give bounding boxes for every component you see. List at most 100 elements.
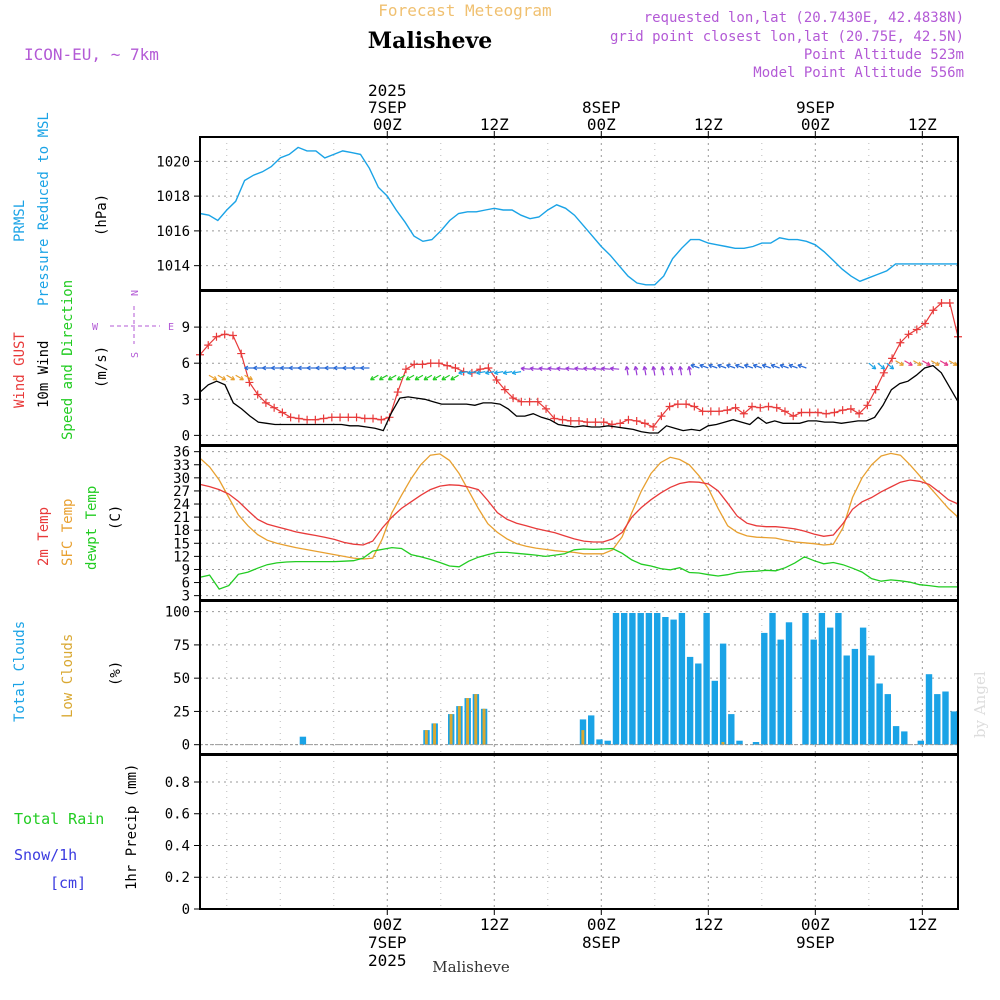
total-cloud-bar (892, 726, 900, 745)
wind-direction-arrow (397, 374, 406, 381)
wind-gust-point (888, 354, 897, 363)
wind-gust-point (261, 398, 270, 407)
wind-gust-point (451, 364, 460, 372)
wind-gust-point (706, 407, 715, 416)
wind-gust-point (443, 361, 452, 370)
wind-direction-arrow (690, 364, 700, 369)
y-tick-label: 25 (173, 704, 190, 720)
wind-gust-point (509, 394, 518, 403)
low-cloud-bar (466, 698, 469, 745)
total-cloud-bar (843, 655, 850, 745)
compass-south: S (130, 352, 141, 358)
wind-direction-arrow-head (396, 376, 402, 381)
total-cloud-bar (950, 711, 957, 745)
low-cloud-bar (433, 723, 436, 745)
compass-north: N (130, 290, 141, 296)
wind-direction-arrow (244, 374, 253, 381)
pressure-labels: PRMSL Pressure Reduced to MSL (hPa) (12, 112, 110, 306)
wind-direction-arrow-head (908, 361, 913, 366)
watermark: by Angel (971, 671, 989, 738)
total-cloud-bar (859, 627, 867, 745)
wind-direction-arrow (708, 364, 718, 369)
wind-direction-arrow-head (529, 366, 534, 372)
total-cloud-bar (827, 627, 834, 745)
wind-direction-arrow-head (270, 365, 276, 371)
wind-direction-arrow (450, 374, 459, 381)
wind-gust-point (682, 400, 691, 409)
total-cloud-bar (621, 613, 628, 745)
temp-2m-label: 2m Temp (36, 507, 52, 566)
bottom-time-label: 2025 (368, 951, 407, 970)
y-tick-label: 27 (173, 484, 190, 500)
total-cloud-bar (654, 613, 661, 745)
y-tick-label: 0.4 (165, 838, 190, 854)
low-cloud-bar (482, 708, 486, 745)
wind-direction-arrow-head (779, 363, 785, 369)
temp-sfc-line (199, 452, 959, 560)
wind-gust-point (945, 299, 954, 308)
total-cloud-bar (612, 613, 620, 745)
wind-direction-arrow-head (660, 365, 666, 371)
bottom-time-label: 9SEP (796, 933, 835, 952)
wind-direction-arrow-head (651, 365, 657, 371)
wind-10m-label: 10m Wind (36, 341, 52, 408)
wind-gust-point (517, 397, 526, 406)
wind-speed-line (199, 364, 959, 434)
wind-direction-arrow (770, 364, 780, 369)
wind-direction-arrow (652, 366, 656, 376)
wind-gust-point (583, 418, 592, 427)
wind-direction-arrow-head (788, 363, 794, 369)
wind-direction-arrow-head (520, 366, 525, 372)
cloud-labels: Total Clouds Low Clouds (%) (12, 621, 124, 722)
wind-gust-point (599, 418, 608, 427)
wind-gust-point (657, 412, 666, 421)
wind-gust-point (921, 319, 930, 328)
temp-2m-line (199, 479, 959, 546)
wind-direction-arrow-head (423, 376, 429, 381)
wind-direction-arrow-head (288, 365, 293, 371)
wind-gust-point (863, 401, 872, 410)
total-cloud-bar (785, 622, 793, 745)
wind-direction-arrow (476, 371, 486, 374)
wind-direction-arrow (744, 364, 754, 369)
y-tick-label: 6 (182, 356, 190, 372)
wind-labels: Wind GUST 10m Wind Speed and Direction (… (12, 280, 174, 440)
total-cloud-bar (818, 613, 826, 745)
y-tick-label: 1020 (156, 154, 190, 170)
low-cloud-bar (424, 730, 428, 745)
wind-gust-point (369, 414, 378, 423)
wind-direction-arrow (574, 367, 584, 370)
total-cloud-bar (934, 694, 941, 745)
total-cloud-bar (835, 613, 842, 745)
wind-gust-point (575, 416, 583, 425)
wind-direction-arrow-head (669, 365, 675, 371)
total-cloud-bar (596, 739, 603, 745)
panel-frame-precip (199, 754, 959, 910)
wind-gust-point (492, 376, 501, 385)
wind-direction-arrow (441, 374, 450, 381)
wind-direction-arrow-head (221, 376, 227, 381)
y-tick-label: 9 (182, 320, 190, 336)
wind-gust-point (748, 402, 757, 411)
wind-gust-point (393, 388, 402, 397)
y-tick-label: 0.2 (165, 870, 190, 886)
temp-dewpt-label: dewpt Temp (84, 486, 100, 570)
wind-direction-arrow-head (324, 365, 329, 371)
wind-direction-arrow-head (770, 363, 776, 369)
wind-gust-point (270, 403, 279, 412)
wind-gust-point (640, 419, 649, 428)
wind-direction-arrow (494, 371, 504, 374)
y-tick-label: 0 (182, 738, 190, 754)
wind-gust-point (756, 403, 765, 412)
wind-gust-point (204, 341, 213, 350)
wind-gust-point (937, 299, 946, 308)
wind-direction-arrow-head (230, 376, 236, 381)
y-tick-label: 24 (173, 497, 190, 513)
wind-gust-point (904, 330, 913, 339)
y-tick-label: 12 (173, 549, 190, 565)
wind-direction-arrow (458, 371, 468, 374)
axes-layer: 1014101610181020036936912151821242730333… (156, 81, 959, 970)
wind-direction-arrow (643, 366, 647, 376)
wind-direction-arrow (538, 367, 548, 370)
